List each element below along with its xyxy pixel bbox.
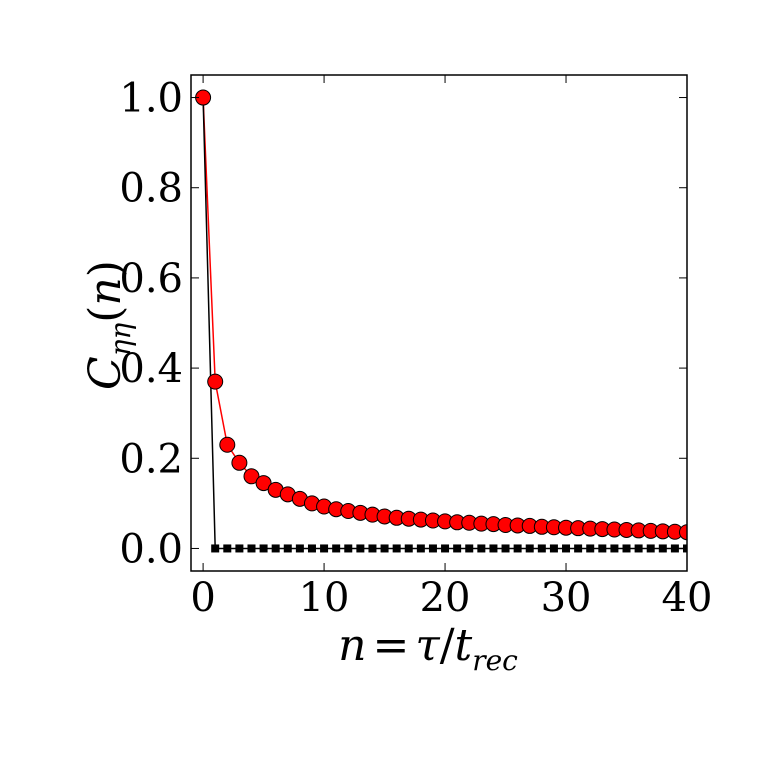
series-1-point [670,544,679,553]
series-1-point [235,544,244,553]
y-tick-label: 0.4 [119,346,183,392]
y-tick-label: 0.8 [119,166,183,212]
series-1-point [574,544,583,553]
series-1-point [332,544,341,553]
series-1-point [513,544,522,553]
x-tick-label: 30 [541,575,592,621]
series-1-point [247,544,256,553]
series-1-point [428,544,437,553]
series-1-point [211,544,220,553]
plot-frame [190,74,688,572]
series-1-point [271,544,280,553]
series-1-point [380,544,389,553]
series-1-point [501,544,510,553]
series-1-point [465,544,474,553]
series-1-point [598,544,607,553]
series-1-line [202,97,687,550]
series-0-point [207,373,224,390]
series-0-point [231,454,248,471]
series-1-point [477,544,486,553]
series-1-point [586,544,595,553]
series-1-point [453,544,462,553]
series-1-point [392,544,401,553]
y-tick-label: 0.2 [119,436,183,482]
series-1-point [622,544,631,553]
series-1-point [562,544,571,553]
series-0-point [219,436,236,453]
series-1-point [525,544,534,553]
series-0-point [679,524,687,541]
series-1-point [658,544,667,553]
series-0-point [243,468,260,485]
series-1-point [610,544,619,553]
x-tick-label: 10 [299,575,350,621]
series-1-point [404,544,413,553]
series-1-point [295,544,304,553]
x-tick-label: 20 [420,575,471,621]
y-tick-label: 0.0 [119,526,183,572]
series-1-point [320,544,329,553]
x-tick-label: 0 [190,575,215,621]
series-1-point [344,544,353,553]
series-0-point [255,475,272,492]
x-tick-label: 40 [662,575,713,621]
series-1-point [416,544,425,553]
x-axis-label: n = τ/trec [338,620,518,677]
series-1-point [634,544,643,553]
series-1-point [646,544,655,553]
series-1-point [549,544,558,553]
series-1-point [537,544,546,553]
series-1-point [356,544,365,553]
plot-marks [195,89,687,553]
series-1-point [489,544,498,553]
series-1-point [283,544,292,553]
series-1-point [223,544,232,553]
y-axis-label: Cηη(n) [80,260,137,390]
y-tick-label: 1.0 [119,76,183,122]
axis-ticks: 0 10 20 30 40 0.0 0.2 0.4 0.6 0.8 1.0 [119,75,712,621]
series-1-point [441,544,450,553]
series-1-point [368,544,377,553]
series-0-line [202,97,687,533]
y-tick-label: 0.6 [119,256,183,302]
series-1-point [307,544,316,553]
series-1-point [259,544,268,553]
